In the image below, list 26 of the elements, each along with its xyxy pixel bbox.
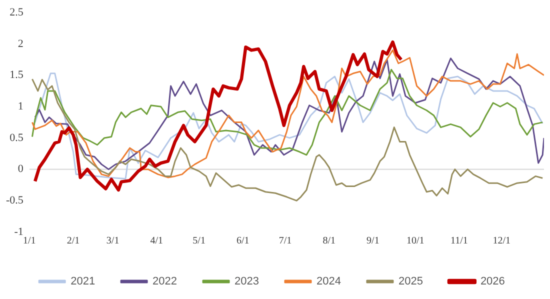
y-tick-label: 0 [18,163,24,176]
legend-label: 2021 [70,276,96,288]
x-tick-label: 11/1 [450,236,468,247]
x-tick-label: 4/1 [150,236,164,247]
x-tick-label: 9/1 [366,236,380,247]
y-tick-label: -0.5 [6,194,24,207]
x-tick-label: 8/1 [322,236,336,247]
y-tick-label: 1 [18,100,24,113]
y-tick-label: -1 [14,226,24,238]
legend-label: 2022 [152,276,178,288]
legend-label: 2023 [234,276,260,288]
legend-label: 2024 [316,276,341,288]
x-tick-label: 2/1 [66,236,80,247]
y-tick-label: 0.5 [10,132,24,144]
y-tick-label: 2.5 [10,6,24,18]
x-tick-label: 12/1 [492,236,510,247]
x-tick-label: 1/1 [23,236,36,247]
x-tick-label: 7/1 [278,236,292,247]
legend-label: 2025 [398,276,423,288]
y-tick-label: 1.5 [10,69,24,82]
x-tick-label: 5/1 [192,236,206,247]
x-tick-label: 3/1 [106,236,120,247]
y-tick-label: 2 [18,38,24,50]
x-tick-label: 10/1 [406,236,424,247]
x-tick-label: 6/1 [236,236,250,247]
legend-label: 2026 [480,276,505,288]
